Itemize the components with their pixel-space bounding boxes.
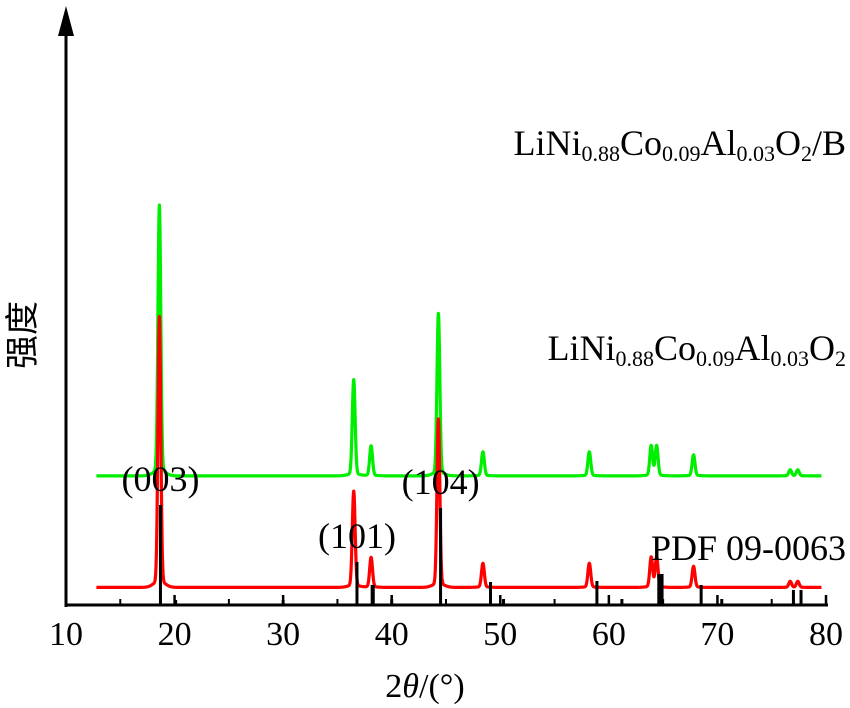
miller-index-label: (101): [318, 516, 396, 556]
series-label-pristine: LiNi0.88Co0.09Al0.03O2: [548, 328, 847, 371]
label-subscript: 2: [835, 346, 846, 371]
label-subscript: 0.09: [662, 141, 701, 166]
y-axis-arrow-icon: [58, 6, 74, 36]
axes-layer: [58, 6, 828, 607]
x-tick-label: 40: [375, 616, 409, 653]
label-text: O: [809, 328, 835, 368]
y-axis-title: 强度: [3, 301, 43, 369]
label-subscript: 0.09: [696, 346, 735, 371]
label-text: O: [775, 123, 801, 163]
label-text: Al: [701, 123, 737, 163]
x-axis-title-unit: /(°): [419, 668, 465, 705]
label-text: /B: [812, 123, 846, 163]
x-axis-title-prefix: 2: [385, 668, 402, 705]
x-tick-label: 50: [483, 616, 517, 653]
x-axis-title: 2θ/(°): [385, 668, 464, 705]
x-axis-title-symbol: θ: [402, 668, 419, 705]
label-subscript: 0.88: [582, 141, 621, 166]
label-subscript: 0.03: [771, 346, 810, 371]
x-tick-label: 30: [266, 616, 300, 653]
x-tick-label: 20: [158, 616, 192, 653]
label-subscript: 2: [801, 141, 812, 166]
x-tick-label: 80: [809, 616, 843, 653]
label-text: LiNi: [548, 328, 616, 368]
label-subscript: 0.88: [616, 346, 655, 371]
x-tick-label: 70: [700, 616, 734, 653]
series-label-coated: LiNi0.88Co0.09Al0.03O2/B: [514, 123, 847, 166]
reference-label: PDF 09-0063: [651, 528, 846, 568]
labels-layer: LiNi0.88Co0.09Al0.03O2/BLiNi0.88Co0.09Al…: [3, 123, 846, 705]
label-subscript: 0.03: [737, 141, 776, 166]
label-text: Co: [620, 123, 662, 163]
label-text: LiNi: [514, 123, 582, 163]
miller-index-label: (104): [402, 462, 480, 502]
miller-index-label: (003): [121, 459, 199, 499]
label-text: Al: [735, 328, 771, 368]
series-line-coated: [95, 203, 823, 478]
label-text: Co: [654, 328, 696, 368]
x-tick-label: 60: [592, 616, 626, 653]
x-tick-label: 10: [49, 616, 83, 653]
